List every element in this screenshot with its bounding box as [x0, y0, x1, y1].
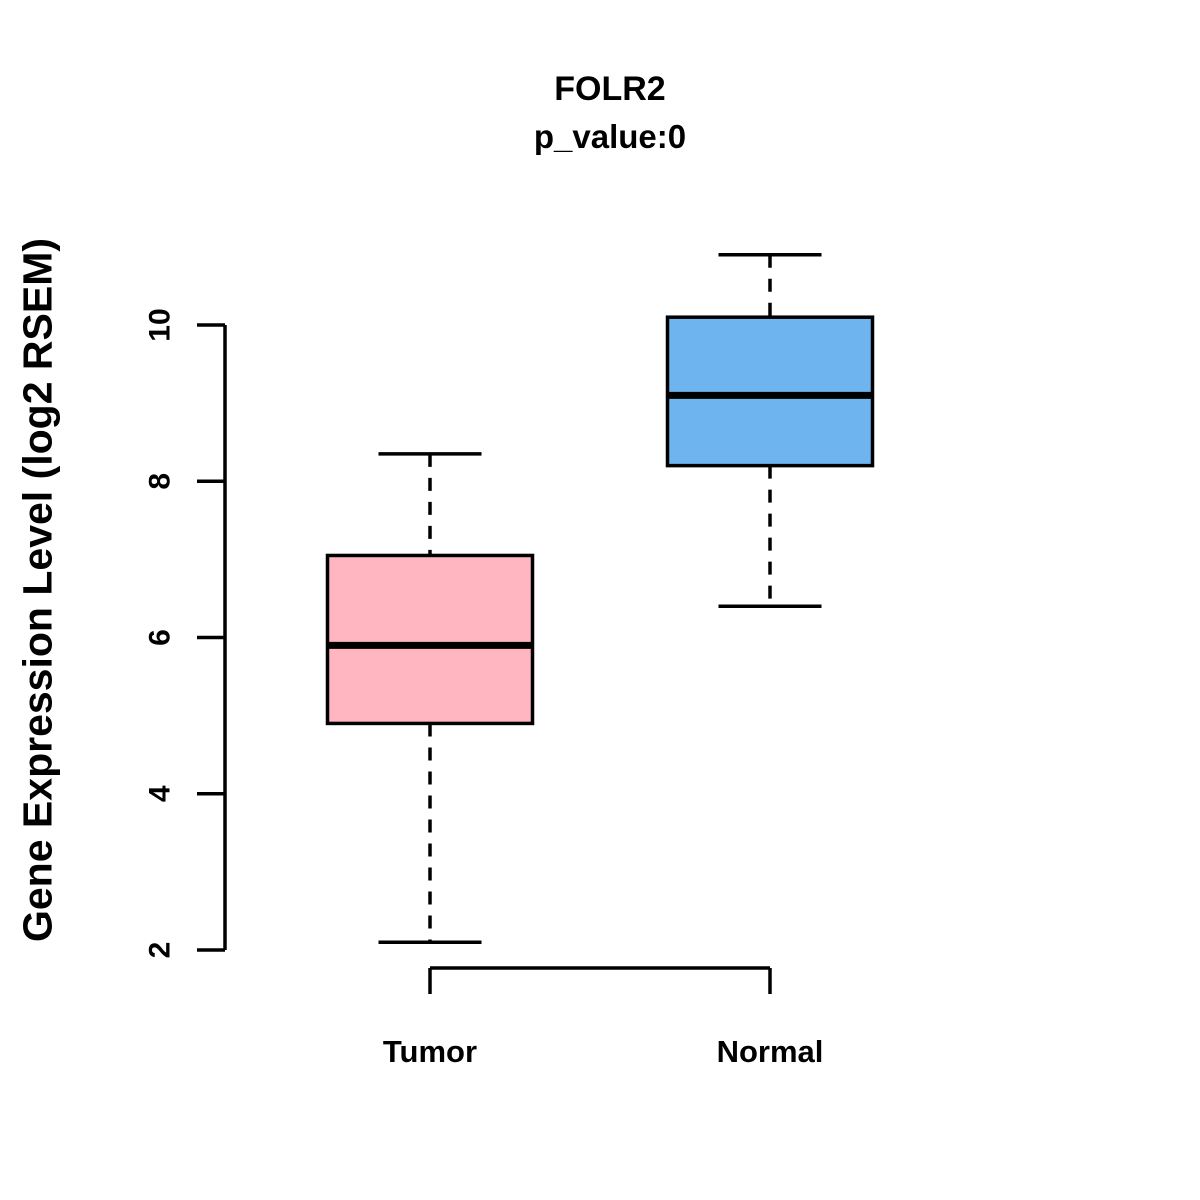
- box-tumor: [325, 553, 535, 726]
- y-tick-label: 10: [144, 308, 177, 341]
- y-tick-label: 4: [144, 785, 177, 802]
- category-label-normal: Normal: [717, 1034, 824, 1069]
- y-tick-label: 8: [144, 473, 177, 490]
- y-tick-label: 6: [144, 629, 177, 646]
- y-tick-label: 2: [144, 942, 177, 959]
- category-label-tumor: Tumor: [383, 1034, 477, 1069]
- chart-subtitle: p_value:0: [533, 118, 687, 155]
- box-normal: [665, 315, 875, 468]
- chart-title: FOLR2: [554, 70, 666, 108]
